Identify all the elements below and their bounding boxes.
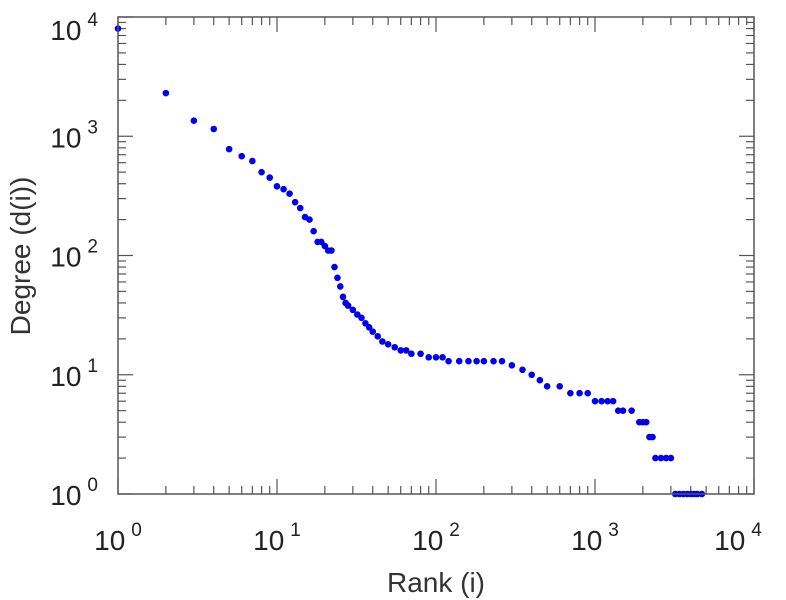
data-point <box>576 389 583 397</box>
data-point <box>296 204 304 212</box>
data-point <box>397 347 405 354</box>
y-tick-label: 10 4 <box>50 10 98 46</box>
data-point <box>190 117 198 125</box>
data-point <box>614 407 622 414</box>
data-point <box>519 366 526 374</box>
data-point <box>210 125 218 133</box>
tick-labels: 10 0 10 1 10 2 10 3 10 4 10 0 10 1 10 2 10 3 10 4 <box>50 10 762 556</box>
data-point <box>408 350 415 358</box>
data-point <box>473 357 480 365</box>
data-point <box>266 174 274 181</box>
data-point <box>286 190 293 197</box>
data-point <box>225 145 233 153</box>
data-point <box>528 371 536 379</box>
data-point <box>273 183 281 190</box>
data-point <box>334 274 341 282</box>
data-point <box>321 242 329 250</box>
data-point <box>584 389 592 397</box>
data-point <box>536 376 544 384</box>
y-axis-title: Degree (d(i)) <box>5 177 36 336</box>
data-point <box>369 328 377 335</box>
data-point <box>384 341 392 348</box>
data-point <box>238 152 246 160</box>
data-point <box>649 433 656 441</box>
y-tick-label: 10 1 <box>50 356 98 392</box>
data-point <box>498 357 506 365</box>
data-point <box>465 357 472 365</box>
y-tick-label: 10 0 <box>50 475 98 511</box>
data-point <box>358 314 365 322</box>
data-point <box>336 283 344 290</box>
data-point <box>667 454 675 462</box>
x-axis-title: Rank (i) <box>387 567 485 598</box>
data-point <box>374 333 382 340</box>
x-tick-label: 10 0 <box>94 520 142 556</box>
data-point <box>591 397 599 405</box>
data-point <box>328 247 335 254</box>
data-point <box>280 185 287 193</box>
data-point <box>339 293 347 301</box>
data-point <box>425 354 433 361</box>
data-point <box>349 306 357 314</box>
data-point <box>162 89 170 97</box>
data-point <box>379 338 386 345</box>
tick-marks <box>117 16 755 495</box>
data-point <box>543 383 551 390</box>
data-point <box>598 397 605 405</box>
data-point <box>662 454 670 462</box>
data-point <box>310 227 317 235</box>
x-tick-label: 10 1 <box>253 520 301 556</box>
y-tick-label: 10 2 <box>50 237 98 273</box>
data-point <box>657 454 665 462</box>
data-point <box>628 407 635 414</box>
x-tick-label: 10 4 <box>714 520 762 556</box>
data-point <box>556 383 564 390</box>
data-point <box>609 397 617 405</box>
y-tick-label: 10 3 <box>50 117 98 153</box>
data-point <box>619 407 627 414</box>
data-point <box>432 354 440 361</box>
data-points <box>114 25 706 498</box>
data-point <box>604 397 611 405</box>
data-point <box>455 357 463 365</box>
x-tick-label: 10 2 <box>412 520 460 556</box>
data-point <box>331 263 338 271</box>
data-point <box>490 357 497 365</box>
x-tick-label: 10 3 <box>571 520 619 556</box>
data-point <box>652 454 659 462</box>
data-point <box>402 347 410 354</box>
data-point <box>480 357 488 365</box>
data-point <box>258 168 265 176</box>
data-point <box>417 350 424 358</box>
data-point <box>642 418 650 426</box>
data-point <box>567 389 574 397</box>
data-point <box>508 362 516 369</box>
data-point <box>445 357 452 365</box>
plot-frame <box>117 16 755 495</box>
data-point <box>439 354 446 361</box>
data-point <box>249 157 256 165</box>
data-point <box>291 198 299 206</box>
data-point <box>344 302 352 309</box>
data-point <box>391 343 399 351</box>
data-point <box>306 216 313 223</box>
